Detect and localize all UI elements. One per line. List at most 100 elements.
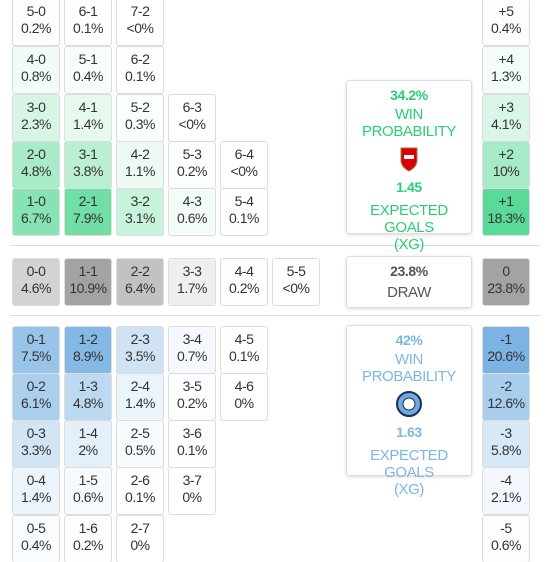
- score-cell: 6-3 <0%: [168, 94, 216, 142]
- score-cell: 4-0 0.8%: [12, 46, 60, 94]
- draw-label: DRAW: [387, 284, 431, 301]
- score-cell: 2-3 3.5%: [116, 326, 164, 374]
- probability: 23.8%: [487, 280, 525, 296]
- score: +5: [498, 3, 514, 19]
- probability: 3.8%: [73, 163, 103, 179]
- score-cell: 2-6 0.1%: [116, 467, 164, 515]
- score: -2: [500, 378, 512, 394]
- score: 1-6: [78, 520, 98, 536]
- draw-card: 23.8% DRAW: [346, 256, 472, 308]
- score: 5-3: [182, 146, 202, 162]
- score-cell: 4-3 0.6%: [168, 188, 216, 236]
- score: 1-5: [78, 472, 98, 488]
- xg-abbr: (XG): [393, 236, 425, 253]
- probability: 0%: [130, 537, 150, 553]
- score-cell: 0-4 1.4%: [12, 467, 60, 515]
- xg-abbr: (XG): [393, 481, 425, 498]
- probability: 0.1%: [229, 210, 259, 226]
- probability: 0.6%: [177, 210, 207, 226]
- score: 4-3: [182, 193, 202, 209]
- probability: 0.1%: [73, 20, 103, 36]
- score-cell: -4 2.1%: [482, 467, 530, 515]
- xg: 1.45: [396, 179, 422, 195]
- probability: 1.4%: [21, 489, 51, 505]
- probability: 12.6%: [487, 395, 525, 411]
- score: 1-0: [26, 193, 46, 209]
- probability: 2.3%: [21, 116, 51, 132]
- probability: <0%: [282, 280, 310, 296]
- probability: 6.1%: [21, 395, 51, 411]
- win-prob: 42%: [395, 332, 423, 348]
- score: 2-3: [130, 331, 150, 347]
- score-cell: 6-1 0.1%: [64, 0, 112, 46]
- score: 0-1: [26, 331, 46, 347]
- score-cell: 4-2 1.1%: [116, 141, 164, 189]
- score-cell: 3-4 0.7%: [168, 326, 216, 374]
- probability: 1.7%: [177, 280, 207, 296]
- score: 0-0: [26, 263, 46, 279]
- probability: 1.3%: [491, 68, 521, 84]
- score: 3-5: [182, 378, 202, 394]
- probability: 0.2%: [177, 163, 207, 179]
- score: 3-1: [78, 146, 98, 162]
- xg-label: EXPECTED GOALS: [370, 447, 448, 481]
- score: 3-3: [182, 263, 202, 279]
- score: 1-3: [78, 378, 98, 394]
- score: +3: [498, 99, 514, 115]
- score-cell: 2-7 0%: [116, 515, 164, 562]
- probability: 4.8%: [73, 395, 103, 411]
- score: 0: [502, 263, 510, 279]
- score-cell: 1-1 10.9%: [64, 258, 112, 306]
- probability: 2%: [78, 442, 98, 458]
- score: 2-5: [130, 425, 150, 441]
- score-cell: 0-5 0.4%: [12, 515, 60, 562]
- score: -1: [500, 331, 512, 347]
- score: -5: [500, 520, 512, 536]
- probability: 10%: [492, 163, 520, 179]
- score-cell: 2-5 0.5%: [116, 420, 164, 468]
- score: 1-2: [78, 331, 98, 347]
- score: 5-5: [286, 263, 306, 279]
- score: 7-2: [130, 3, 150, 19]
- probability: 0.5%: [125, 442, 155, 458]
- draw-prob: 23.8%: [390, 263, 428, 279]
- probability: 7.5%: [21, 348, 51, 364]
- score-cell: 3-2 3.1%: [116, 188, 164, 236]
- score-cell: 0-0 4.6%: [12, 258, 60, 306]
- away-card: 42% WIN PROBABILITY 1.63 EXPECTED GOALS …: [346, 325, 472, 498]
- score: 4-1: [78, 99, 98, 115]
- score: -3: [500, 425, 512, 441]
- score: 6-4: [234, 146, 254, 162]
- probability: 0.1%: [125, 68, 155, 84]
- probability: 1.4%: [73, 116, 103, 132]
- score-cell: 3-3 1.7%: [168, 258, 216, 306]
- score-cell: 5-0 0.2%: [12, 0, 60, 46]
- score-cell: 5-1 0.4%: [64, 46, 112, 94]
- score: 1-1: [78, 263, 98, 279]
- home-crest: [400, 147, 418, 172]
- win-prob: 34.2%: [390, 87, 428, 103]
- score-cell: 0 23.8%: [482, 258, 530, 306]
- probability: 0.2%: [73, 537, 103, 553]
- probability: 0%: [234, 395, 254, 411]
- score-cell: 0-3 3.3%: [12, 420, 60, 468]
- probability: <0%: [230, 163, 258, 179]
- score: 3-0: [26, 99, 46, 115]
- score: 2-6: [130, 472, 150, 488]
- probability: 4.1%: [491, 116, 521, 132]
- score-cell: 3-5 0.2%: [168, 373, 216, 421]
- score-cell: 5-3 0.2%: [168, 141, 216, 189]
- score-cell: 1-4 2%: [64, 420, 112, 468]
- score-cell: 0-1 7.5%: [12, 326, 60, 374]
- score-cell: -1 20.6%: [482, 326, 530, 374]
- score: 5-1: [78, 51, 98, 67]
- score: 2-2: [130, 263, 150, 279]
- win-label: WIN PROBABILITY: [362, 351, 456, 385]
- score: 4-4: [234, 263, 254, 279]
- probability: 10.9%: [69, 280, 107, 296]
- score-cell: 4-5 0.1%: [220, 326, 268, 374]
- score: 6-3: [182, 99, 202, 115]
- score-cell: 4-6 0%: [220, 373, 268, 421]
- score-cell: 2-0 4.8%: [12, 141, 60, 189]
